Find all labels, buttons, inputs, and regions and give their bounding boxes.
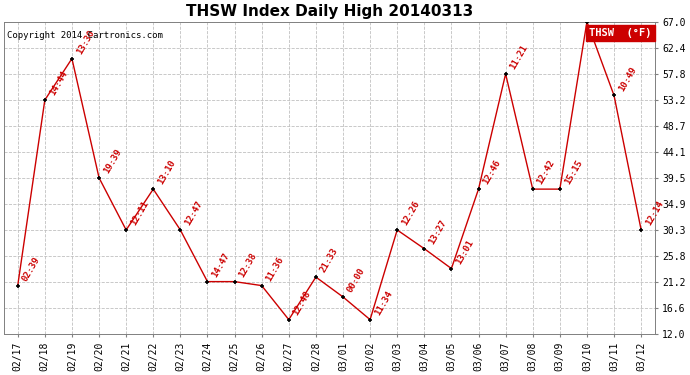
Text: 14:44: 14:44: [48, 69, 69, 97]
Text: 00:00: 00:00: [346, 266, 367, 294]
Point: [229, 279, 240, 285]
Text: 12:11: 12:11: [129, 200, 150, 227]
Point: [202, 279, 213, 285]
Point: [121, 227, 132, 233]
Text: 13:10: 13:10: [156, 159, 177, 186]
Point: [175, 227, 186, 233]
Text: 12:46: 12:46: [482, 159, 502, 186]
Text: Copyright 2014 Cartronics.com: Copyright 2014 Cartronics.com: [7, 30, 163, 39]
Text: THSW  (°F): THSW (°F): [589, 28, 651, 38]
Text: 13:01: 13:01: [454, 238, 475, 266]
Point: [39, 97, 50, 103]
Point: [94, 175, 105, 181]
Title: THSW Index Daily High 20140313: THSW Index Daily High 20140313: [186, 4, 473, 19]
Text: 12:14: 12:14: [644, 200, 665, 227]
Point: [256, 283, 267, 289]
Text: 21:33: 21:33: [319, 246, 340, 274]
Text: 12:38: 12:38: [237, 251, 259, 279]
Point: [635, 227, 647, 233]
Point: [554, 186, 565, 192]
Point: [446, 266, 457, 272]
Text: 12:47: 12:47: [183, 200, 204, 227]
Point: [364, 316, 375, 322]
Point: [473, 186, 484, 192]
Point: [419, 246, 430, 252]
Point: [527, 186, 538, 192]
Point: [148, 186, 159, 192]
Text: 11:34: 11:34: [373, 289, 394, 317]
Text: 13:27: 13:27: [427, 218, 449, 246]
Point: [284, 316, 295, 322]
Point: [609, 93, 620, 99]
Point: [337, 294, 348, 300]
Text: 11:36: 11:36: [264, 255, 286, 283]
Text: 12:26: 12:26: [400, 200, 421, 227]
Point: [582, 19, 593, 25]
Point: [66, 56, 77, 62]
Text: 10:49: 10:49: [617, 65, 638, 93]
Text: 19:39: 19:39: [102, 147, 123, 175]
Text: 02:39: 02:39: [21, 255, 41, 283]
Text: 12:42: 12:42: [535, 159, 557, 186]
Text: 12:48: 12:48: [292, 289, 313, 317]
Point: [392, 227, 403, 233]
Point: [500, 71, 511, 77]
Text: 11:21: 11:21: [509, 44, 530, 71]
Text: 13:30: 13:30: [75, 28, 96, 56]
Point: [12, 283, 23, 289]
Point: [310, 274, 322, 280]
Text: 15:15: 15:15: [562, 159, 584, 186]
Text: 14:47: 14:47: [210, 251, 231, 279]
